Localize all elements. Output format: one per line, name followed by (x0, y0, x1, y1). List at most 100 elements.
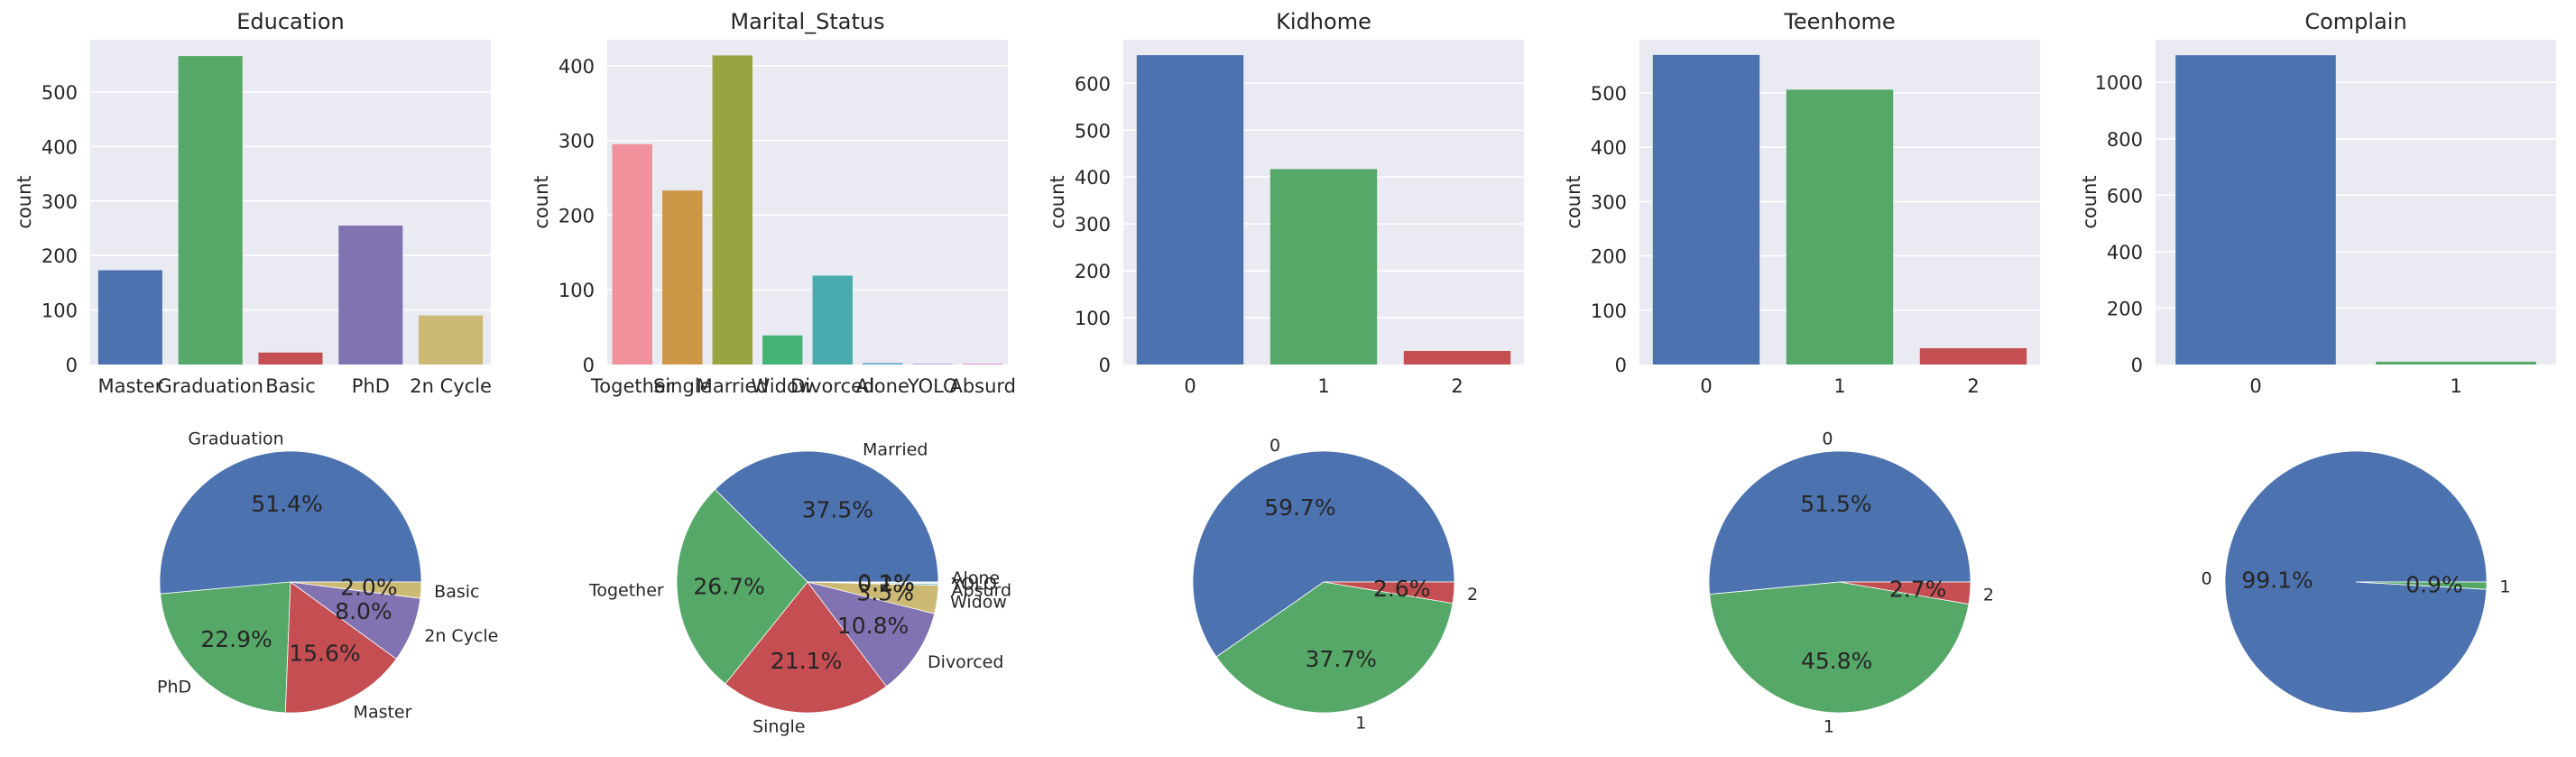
pie-category-label: Married (863, 440, 928, 460)
pie-pct-label: 2.7% (1889, 576, 1947, 602)
y-tick-label: 200 (559, 205, 595, 226)
y-tick-label: 100 (1075, 308, 1111, 329)
bar-chart-teenhome: 0 100 200 300 400 500 0 1 2 Teenhome count (1563, 9, 2040, 397)
y-tick-label: 0 (66, 355, 78, 376)
pie-pct-label: 15.6% (289, 640, 360, 666)
x-tick-label: Widow (752, 375, 815, 397)
y-tick-label: 800 (2107, 129, 2143, 151)
bar-2n-cycle (419, 315, 484, 365)
pie-slice-0 (1192, 450, 1455, 658)
y-tick-label: 400 (1591, 137, 1627, 159)
x-tick-label: Graduation (157, 375, 263, 397)
pie-pct-label: 0.2% (857, 571, 915, 597)
chart-title: Marital_Status (730, 9, 884, 34)
chart-title: Education (236, 9, 344, 34)
pie-category-label: YOLO (950, 575, 996, 595)
pie-category-label: 1 (1824, 716, 1834, 736)
pie-category-label: Single (752, 716, 805, 736)
y-tick-label: 100 (559, 280, 595, 301)
pie-pct-label: 59.7% (1264, 494, 1335, 521)
pie-slice-married (714, 450, 939, 583)
x-tick-label: Basic (265, 375, 316, 397)
x-tick-label: 2n Cycle (410, 375, 492, 397)
x-tick-label: 1 (2450, 375, 2461, 397)
pie-category-label: 0 (2201, 568, 2211, 588)
bar-0 (1136, 55, 1244, 365)
x-tick-label: YOLO (907, 375, 958, 397)
y-tick-label: 300 (1591, 191, 1627, 213)
pie-chart-2: 37.5% Married 26.7% Together 21.1% Single 10.8… (588, 440, 1011, 737)
pie-pct-label: 45.8% (1801, 648, 1872, 674)
pie-pct-label: 0.9% (2405, 571, 2463, 597)
x-tick-label: Master (98, 375, 163, 397)
y-tick-label: 100 (42, 300, 78, 322)
bar-divorced (812, 275, 853, 365)
pie-pct-label: 51.5% (1800, 491, 1871, 517)
bar-2 (1403, 350, 1511, 365)
y-axis-label: count (531, 175, 552, 228)
bar-phd (338, 225, 403, 365)
y-axis-label: count (14, 175, 35, 228)
x-tick-label: Divorced (790, 375, 874, 397)
y-tick-label: 100 (1591, 300, 1627, 322)
y-tick-label: 0 (583, 355, 595, 376)
y-tick-label: 400 (1075, 167, 1111, 189)
pie-pct-label: 37.7% (1306, 646, 1377, 672)
pie-slice-divorced (806, 581, 936, 688)
pie-category-label: Basic (434, 582, 479, 602)
pie-slice-1 (1709, 581, 1970, 714)
pie-pct-label: 26.7% (693, 574, 764, 600)
x-tick-label: Together (590, 375, 674, 397)
pie-pct-label: 10.8% (837, 613, 909, 639)
y-tick-label: 500 (1075, 120, 1111, 142)
pie-pct-label: 37.5% (802, 497, 873, 523)
y-tick-label: 200 (2107, 298, 2143, 319)
pie-slice-graduation (159, 450, 422, 595)
x-tick-label: 1 (1317, 375, 1329, 397)
pie-pct-label: 99.1% (2241, 568, 2313, 594)
bar-absurd (963, 364, 1003, 365)
pie-category-label: Together (588, 581, 664, 601)
pie-slice-0 (1708, 450, 1971, 595)
pie-category-label: Alone (951, 568, 1000, 588)
x-tick-label: 0 (1700, 375, 1712, 397)
y-tick-label: 0 (2131, 355, 2143, 376)
pie-slice-2 (1839, 581, 1971, 605)
pie-chart-1: 51.4% Graduation 22.9% PhD 15.6% Master 8.0% 2n… (157, 429, 498, 723)
y-tick-label: 200 (1591, 246, 1627, 268)
y-tick-label: 0 (1099, 355, 1111, 376)
pie-category-label: 0 (1822, 429, 1833, 449)
x-tick-label: Single (653, 375, 712, 397)
bar-graduation (178, 56, 243, 365)
pie-pct-label: 2.0% (340, 574, 398, 600)
y-tick-label: 0 (1615, 355, 1627, 376)
bar-married (712, 55, 752, 365)
x-tick-label: 0 (1184, 375, 1196, 397)
y-axis-label: count (2079, 175, 2101, 228)
chart-title: Teenhome (1783, 9, 1895, 34)
pie-category-label: Widow (950, 592, 1007, 612)
pie-category-label: Master (354, 703, 412, 723)
bar-0 (1652, 54, 1760, 365)
y-tick-label: 300 (42, 191, 78, 213)
pie-slice-1 (2355, 581, 2488, 590)
pie-pct-label: 0.1% (857, 569, 915, 595)
y-tick-label: 300 (1075, 214, 1111, 235)
pie-slice-single (725, 581, 887, 714)
pie-slice-together (676, 488, 808, 685)
pie-pct-label: 8.0% (335, 598, 392, 624)
pie-slice-absurd (807, 581, 939, 584)
x-tick-label: 2 (1967, 375, 1979, 397)
pie-pct-label: 21.1% (771, 648, 842, 674)
x-tick-label: Married (697, 375, 769, 397)
y-tick-label: 400 (2107, 242, 2143, 263)
pie-slice-phd (160, 581, 291, 714)
pie-category-label: 2 (1983, 586, 1994, 605)
bar-alone (863, 363, 903, 365)
y-tick-label: 300 (559, 131, 595, 152)
y-axis-label: count (1047, 175, 1068, 228)
y-axis-label: count (1563, 175, 1584, 228)
x-tick-label: PhD (352, 375, 390, 397)
